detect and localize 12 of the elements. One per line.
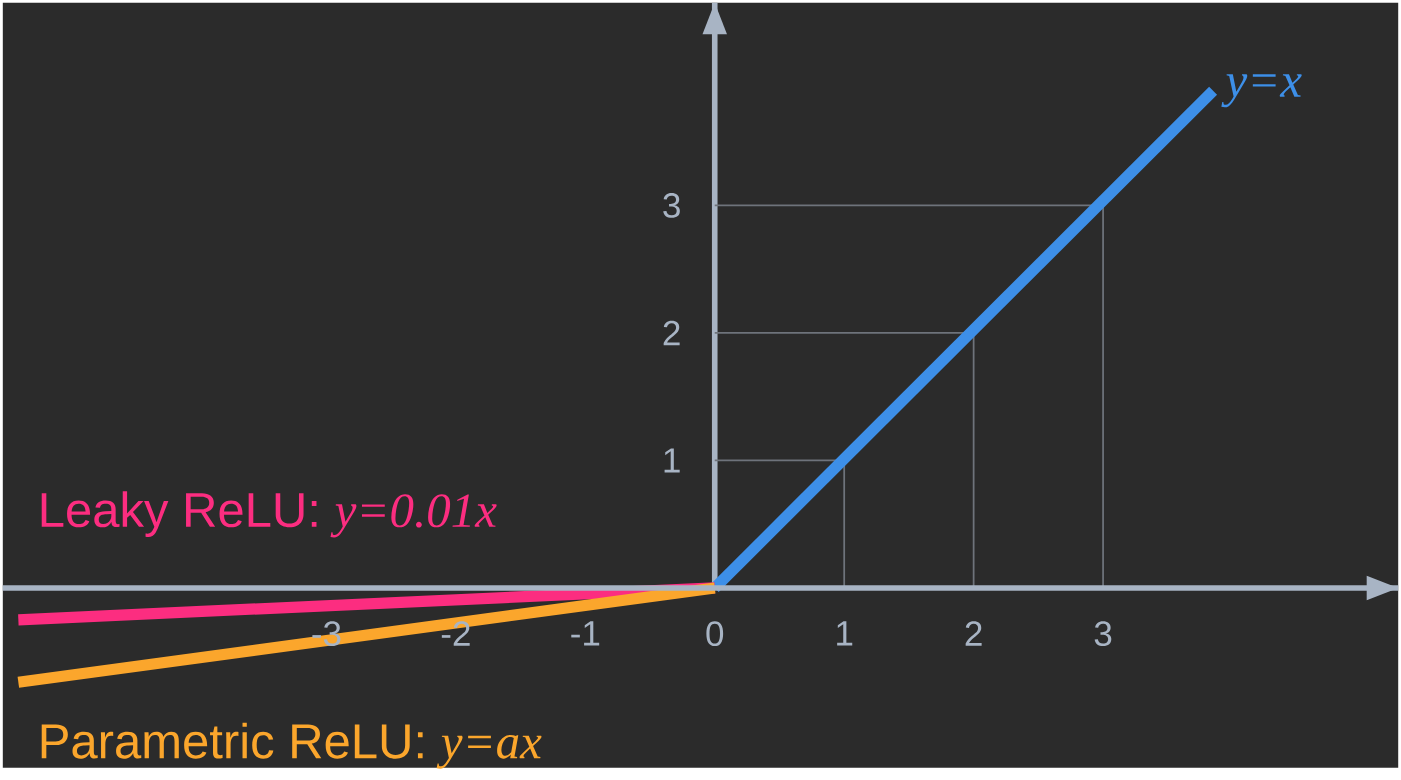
x-tick-label: 1 — [837, 621, 853, 646]
y-tick-label: 2 — [663, 320, 680, 345]
y-tick-label: 1 — [664, 448, 680, 473]
y-tick-label: 3 — [663, 192, 680, 218]
series-label: Leaky ReLU: y=0.01x — [41, 491, 497, 538]
x-tick-label: 3 — [1094, 621, 1112, 646]
x-tick-label: -1 — [571, 621, 600, 646]
x-tick-label: 2 — [965, 621, 982, 646]
x-tick-label: -2 — [441, 621, 470, 646]
series-label: y=x — [1221, 74, 1302, 108]
x-tick-label: 0 — [706, 621, 724, 646]
series-label: Parametric ReLU: y=ax — [41, 722, 542, 769]
